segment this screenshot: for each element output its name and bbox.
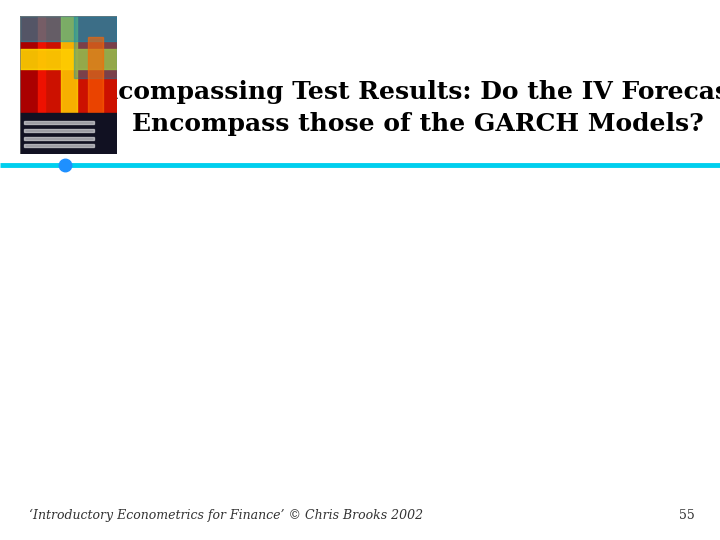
Bar <box>24 121 94 124</box>
Text: ‘Introductory Econometrics for Finance’ © Chris Brooks 2002: ‘Introductory Econometrics for Finance’ … <box>29 509 423 522</box>
Bar <box>20 49 117 69</box>
Bar <box>37 16 45 113</box>
Bar <box>24 137 94 140</box>
Bar <box>24 129 94 132</box>
Bar <box>20 16 37 113</box>
Bar <box>61 16 76 113</box>
Bar <box>24 144 94 147</box>
Text: Encompassing Test Results: Do the IV Forecasts
Encompass those of the GARCH Mode: Encompassing Test Results: Do the IV For… <box>81 80 720 136</box>
Text: 55: 55 <box>679 509 695 522</box>
Bar <box>88 37 103 113</box>
Bar <box>20 16 117 113</box>
Bar <box>20 16 117 41</box>
Bar <box>20 113 117 154</box>
Bar <box>73 16 117 78</box>
